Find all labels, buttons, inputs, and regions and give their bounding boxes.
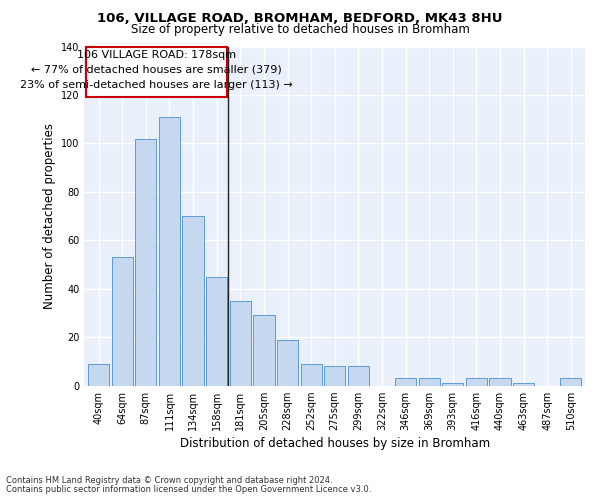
Bar [348, 366, 369, 386]
Bar [135, 138, 157, 386]
Text: ← 77% of detached houses are smaller (379): ← 77% of detached houses are smaller (37… [31, 64, 282, 74]
Bar [182, 216, 204, 386]
Text: Size of property relative to detached houses in Bromham: Size of property relative to detached ho… [131, 22, 469, 36]
Bar [324, 366, 346, 386]
Bar [301, 364, 322, 386]
Bar [395, 378, 416, 386]
Bar [112, 258, 133, 386]
Text: 106, VILLAGE ROAD, BROMHAM, BEDFORD, MK43 8HU: 106, VILLAGE ROAD, BROMHAM, BEDFORD, MK4… [97, 12, 503, 26]
Bar [277, 340, 298, 386]
Bar [513, 384, 534, 386]
Bar [230, 301, 251, 386]
Bar [86, 46, 227, 98]
Text: Contains public sector information licensed under the Open Government Licence v3: Contains public sector information licen… [6, 485, 371, 494]
Y-axis label: Number of detached properties: Number of detached properties [43, 123, 56, 309]
Bar [419, 378, 440, 386]
X-axis label: Distribution of detached houses by size in Bromham: Distribution of detached houses by size … [179, 437, 490, 450]
Text: 106 VILLAGE ROAD: 178sqm: 106 VILLAGE ROAD: 178sqm [77, 50, 236, 60]
Bar [490, 378, 511, 386]
Text: 23% of semi-detached houses are larger (113) →: 23% of semi-detached houses are larger (… [20, 80, 293, 90]
Bar [560, 378, 581, 386]
Bar [253, 316, 275, 386]
Bar [88, 364, 109, 386]
Bar [159, 117, 180, 386]
Bar [442, 384, 463, 386]
Text: Contains HM Land Registry data © Crown copyright and database right 2024.: Contains HM Land Registry data © Crown c… [6, 476, 332, 485]
Bar [206, 276, 227, 386]
Bar [466, 378, 487, 386]
